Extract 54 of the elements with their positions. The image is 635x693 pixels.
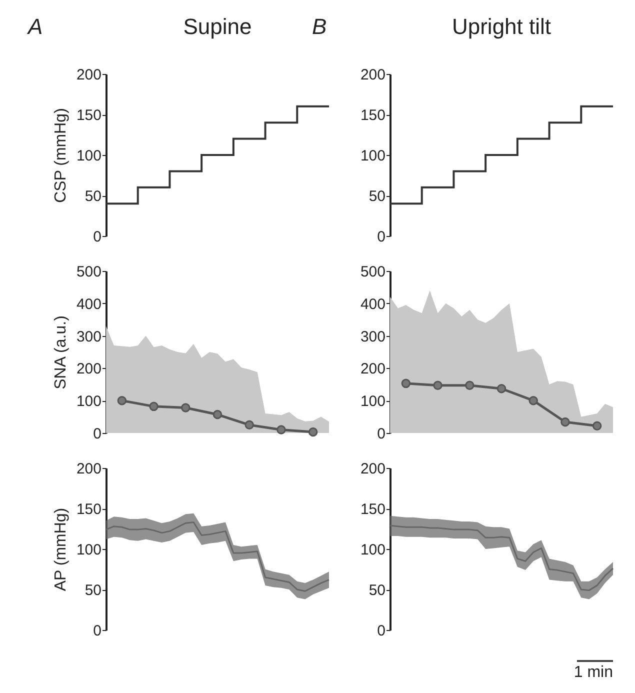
y-axis-title: SNA (a.u.) (52, 316, 70, 390)
point (244, 420, 254, 430)
point (117, 396, 127, 406)
y-tick-label: 400 (76, 296, 102, 313)
y-tick-label: 100 (76, 148, 102, 164)
y-tick-label: 100 (76, 393, 102, 410)
point (401, 378, 411, 388)
text: A (26, 14, 43, 39)
text: 1 min (574, 664, 613, 682)
y-tick-label: 0 (377, 622, 386, 640)
y-tick-label: 0 (93, 426, 102, 442)
y-tick-label: 150 (76, 501, 102, 518)
y-tick-label: 200 (360, 460, 386, 478)
chart-title: Supine (183, 14, 252, 39)
y-tick-label: 150 (360, 107, 386, 124)
y-tick-label: 50 (84, 582, 102, 599)
point (433, 380, 442, 390)
y-tick-label: 400 (360, 296, 386, 313)
y-axis-title: AP (mmHg) (52, 508, 70, 592)
y-tick-label: 200 (76, 66, 102, 84)
y-tick-label: 200 (76, 460, 102, 478)
y-tick-label: 200 (360, 66, 386, 84)
y-tick-label: 0 (377, 228, 386, 246)
point (181, 403, 190, 412)
y-tick-label: 100 (76, 542, 102, 558)
y-tick-label: 100 (360, 393, 386, 410)
point (212, 410, 222, 420)
y-tick-label: 50 (84, 188, 102, 205)
y-tick-label: 200 (76, 360, 102, 378)
point (560, 417, 570, 427)
y-tick-label: 200 (360, 360, 386, 378)
y-tick-label: 0 (377, 426, 386, 442)
y-tick-label: 50 (368, 188, 386, 205)
point (465, 380, 474, 390)
point (149, 402, 158, 412)
y-tick-label: 300 (76, 328, 102, 346)
point (276, 425, 286, 434)
y-tick-label: 100 (360, 148, 386, 164)
y-tick-label: 100 (360, 542, 386, 558)
y-tick-label: 150 (360, 501, 386, 518)
chart-title: Upright tilt (452, 14, 552, 39)
y-tick-label: 300 (360, 328, 386, 346)
point (592, 421, 602, 430)
y-tick-label: 50 (368, 582, 386, 599)
text: B (312, 14, 327, 39)
y-axis-title: CSP (mmHg) (52, 108, 70, 203)
y-tick-label: 500 (360, 264, 386, 280)
point (308, 427, 318, 437)
y-tick-label: 500 (76, 264, 102, 280)
point (496, 384, 506, 394)
point (528, 396, 538, 406)
y-tick-label: 0 (93, 622, 102, 640)
y-tick-label: 0 (93, 228, 102, 246)
y-tick-label: 150 (76, 107, 102, 124)
